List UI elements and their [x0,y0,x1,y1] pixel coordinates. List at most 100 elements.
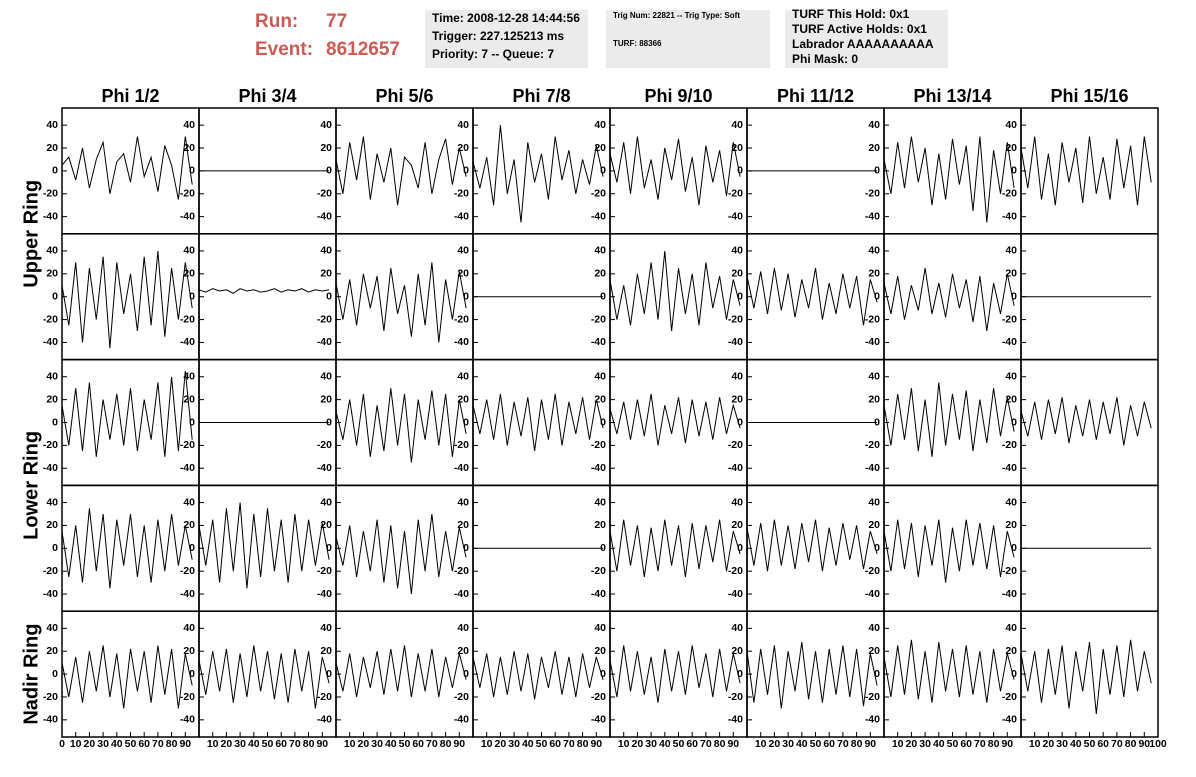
y-tick-label: 40 [320,622,332,634]
x-tick-label: 90 [727,738,739,750]
y-tick-label: -40 [43,714,58,726]
y-tick-label: 0 [189,165,195,177]
x-tick-label: 10 [618,738,630,750]
x-tick-label: 80 [851,738,863,750]
y-tick-label: 0 [463,416,469,428]
y-tick-label: -20 [43,565,58,577]
y-tick-label: -20 [865,565,880,577]
phi-mask: Phi Mask: 0 [792,52,858,66]
column-title: Phi 3/4 [238,86,296,106]
trigger-text: Trigger: 227.125213 ms [432,29,564,43]
y-tick-label: 20 [1005,268,1017,280]
panel-frame [746,610,885,738]
y-tick-label: 40 [868,496,880,508]
x-tick-label: 30 [508,738,520,750]
y-tick-label: -40 [43,210,58,222]
x-tick-label: 70 [1111,738,1123,750]
x-tick-label: 40 [796,738,808,750]
y-tick-label: -40 [43,462,58,474]
y-tick-label: 20 [320,645,332,657]
y-tick-label: -20 [43,691,58,703]
y-tick-label: -40 [1002,462,1017,474]
y-tick-label: -40 [728,714,743,726]
y-tick-label: 40 [183,371,195,383]
y-tick-label: 20 [1005,393,1017,405]
y-tick-label: -40 [591,336,606,348]
y-tick-label: 0 [189,290,195,302]
turf-box [785,10,948,68]
priority-text: Priority: 7 -- Queue: 7 [432,47,554,61]
trig-box [606,10,770,68]
y-tick-label: 0 [737,416,743,428]
y-tick-label: 20 [868,519,880,531]
column-title: Phi 5/6 [375,86,433,106]
y-tick-label: 20 [594,268,606,280]
y-tick-label: 20 [731,519,743,531]
x-tick-label: 90 [316,738,328,750]
x-tick-label: 60 [412,738,424,750]
y-tick-label: 40 [731,119,743,131]
x-tick-label: 40 [659,738,671,750]
x-tick-label: 10 [1029,738,1041,750]
y-tick-label: 40 [868,119,880,131]
y-tick-label: 40 [594,622,606,634]
y-tick-label: 0 [463,668,469,680]
panel-frame [335,358,474,487]
waveform [335,388,467,463]
panel-frame [883,484,1022,612]
y-tick-label: 0 [737,165,743,177]
x-tick-label: 20 [632,738,644,750]
x-tick-label: 90 [179,738,191,750]
y-tick-label: 40 [868,245,880,257]
y-tick-label: 20 [183,268,195,280]
waveform [472,125,604,223]
x-tick-label: 50 [262,738,274,750]
y-tick-label: 0 [326,165,332,177]
column-title: Phi 9/10 [644,86,712,106]
panel-frame [61,610,200,738]
y-tick-label: 0 [52,542,58,554]
x-tick-label: 80 [577,738,589,750]
y-tick-label: 40 [731,622,743,634]
x-tick-label: 10 [481,738,493,750]
x-tick-label: 30 [782,738,794,750]
y-tick-label: 40 [320,119,332,131]
y-tick-label: -20 [454,565,469,577]
y-tick-label: -40 [317,588,332,600]
column-title: Phi 7/8 [512,86,570,106]
panel-frame [609,107,748,235]
x-tick-label: 50 [536,738,548,750]
x-tick-label: 50 [673,738,685,750]
y-tick-label: 0 [737,542,743,554]
run-number: 77 [326,11,347,32]
x-tick-label: 60 [960,738,972,750]
waveform [198,288,330,294]
y-tick-label: -40 [180,210,195,222]
y-tick-label: -20 [180,313,195,325]
y-tick-label: -40 [317,462,332,474]
y-tick-label: 0 [600,165,606,177]
y-tick-label: 0 [600,668,606,680]
column-title: Phi 11/12 [777,86,854,106]
x-tick-label: 90 [1001,738,1013,750]
x-tick-label: 100 [1149,738,1167,750]
y-tick-label: 0 [1011,668,1017,680]
y-tick-label: 20 [868,268,880,280]
waveform [61,508,193,589]
x-tick-label: 30 [371,738,383,750]
waveform [472,651,604,700]
x-tick-label: 90 [864,738,876,750]
y-tick-label: -40 [591,462,606,474]
y-tick-label: -20 [865,691,880,703]
row-title: Upper Ring [20,180,42,288]
y-tick-label: 0 [189,416,195,428]
y-tick-label: 20 [183,519,195,531]
waveform [883,639,1015,703]
y-tick-label: 0 [52,416,58,428]
y-tick-label: -40 [180,462,195,474]
y-tick-label: -20 [454,313,469,325]
y-tick-label: -40 [1002,210,1017,222]
y-tick-label: -20 [454,691,469,703]
y-tick-label: -20 [728,188,743,200]
